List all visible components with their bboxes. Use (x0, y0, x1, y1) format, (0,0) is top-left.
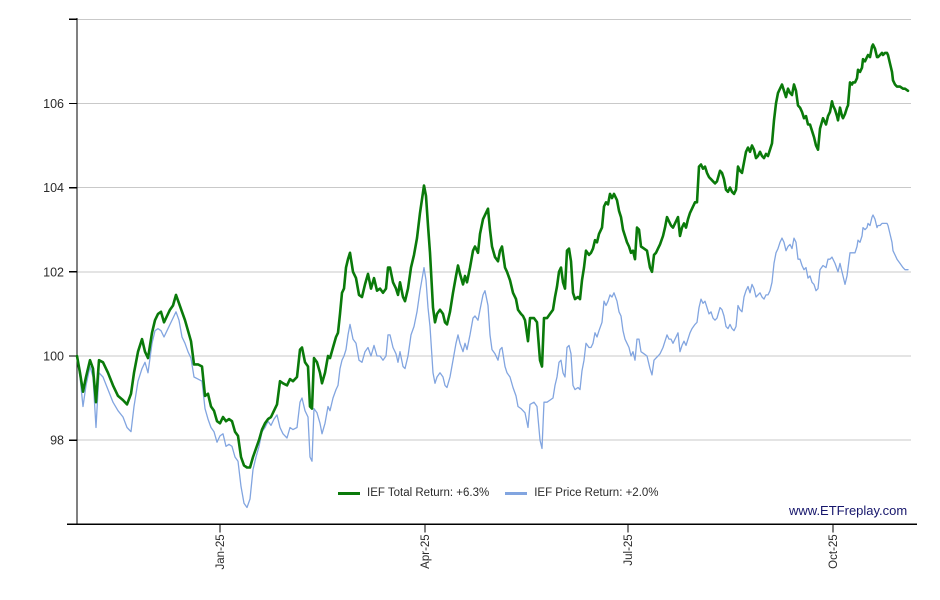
y-tick-label: 102 (43, 265, 64, 279)
x-tick-label: Apr-25 (420, 534, 432, 569)
series-line-price_return (76, 214, 909, 509)
x-tick-label: Jul-25 (623, 534, 635, 565)
y-tick-label: 106 (43, 97, 64, 111)
legend-item-total-return: IEF Total Return: +6.3% (338, 487, 489, 499)
chart-legend: IEF Total Return: +6.3% IEF Price Return… (338, 487, 659, 499)
legend-label-price-return: IEF Price Return: +2.0% (534, 487, 659, 499)
legend-swatch-price-return (505, 491, 528, 495)
y-tick-label: 100 (43, 350, 64, 364)
y-tick-label: 104 (43, 181, 64, 195)
y-tick-label: 98 (50, 434, 64, 448)
x-tick-label: Jan-25 (215, 534, 227, 569)
etfreplay-watermark: www.ETFreplay.com (789, 503, 908, 518)
legend-swatch-total-return (338, 491, 360, 495)
series-line-total_return (75, 43, 910, 469)
legend-item-price-return: IEF Price Return: +2.0% (505, 487, 659, 499)
legend-label-total-return: IEF Total Return: +6.3% (367, 487, 490, 499)
x-tick-label: Oct-25 (828, 534, 840, 569)
